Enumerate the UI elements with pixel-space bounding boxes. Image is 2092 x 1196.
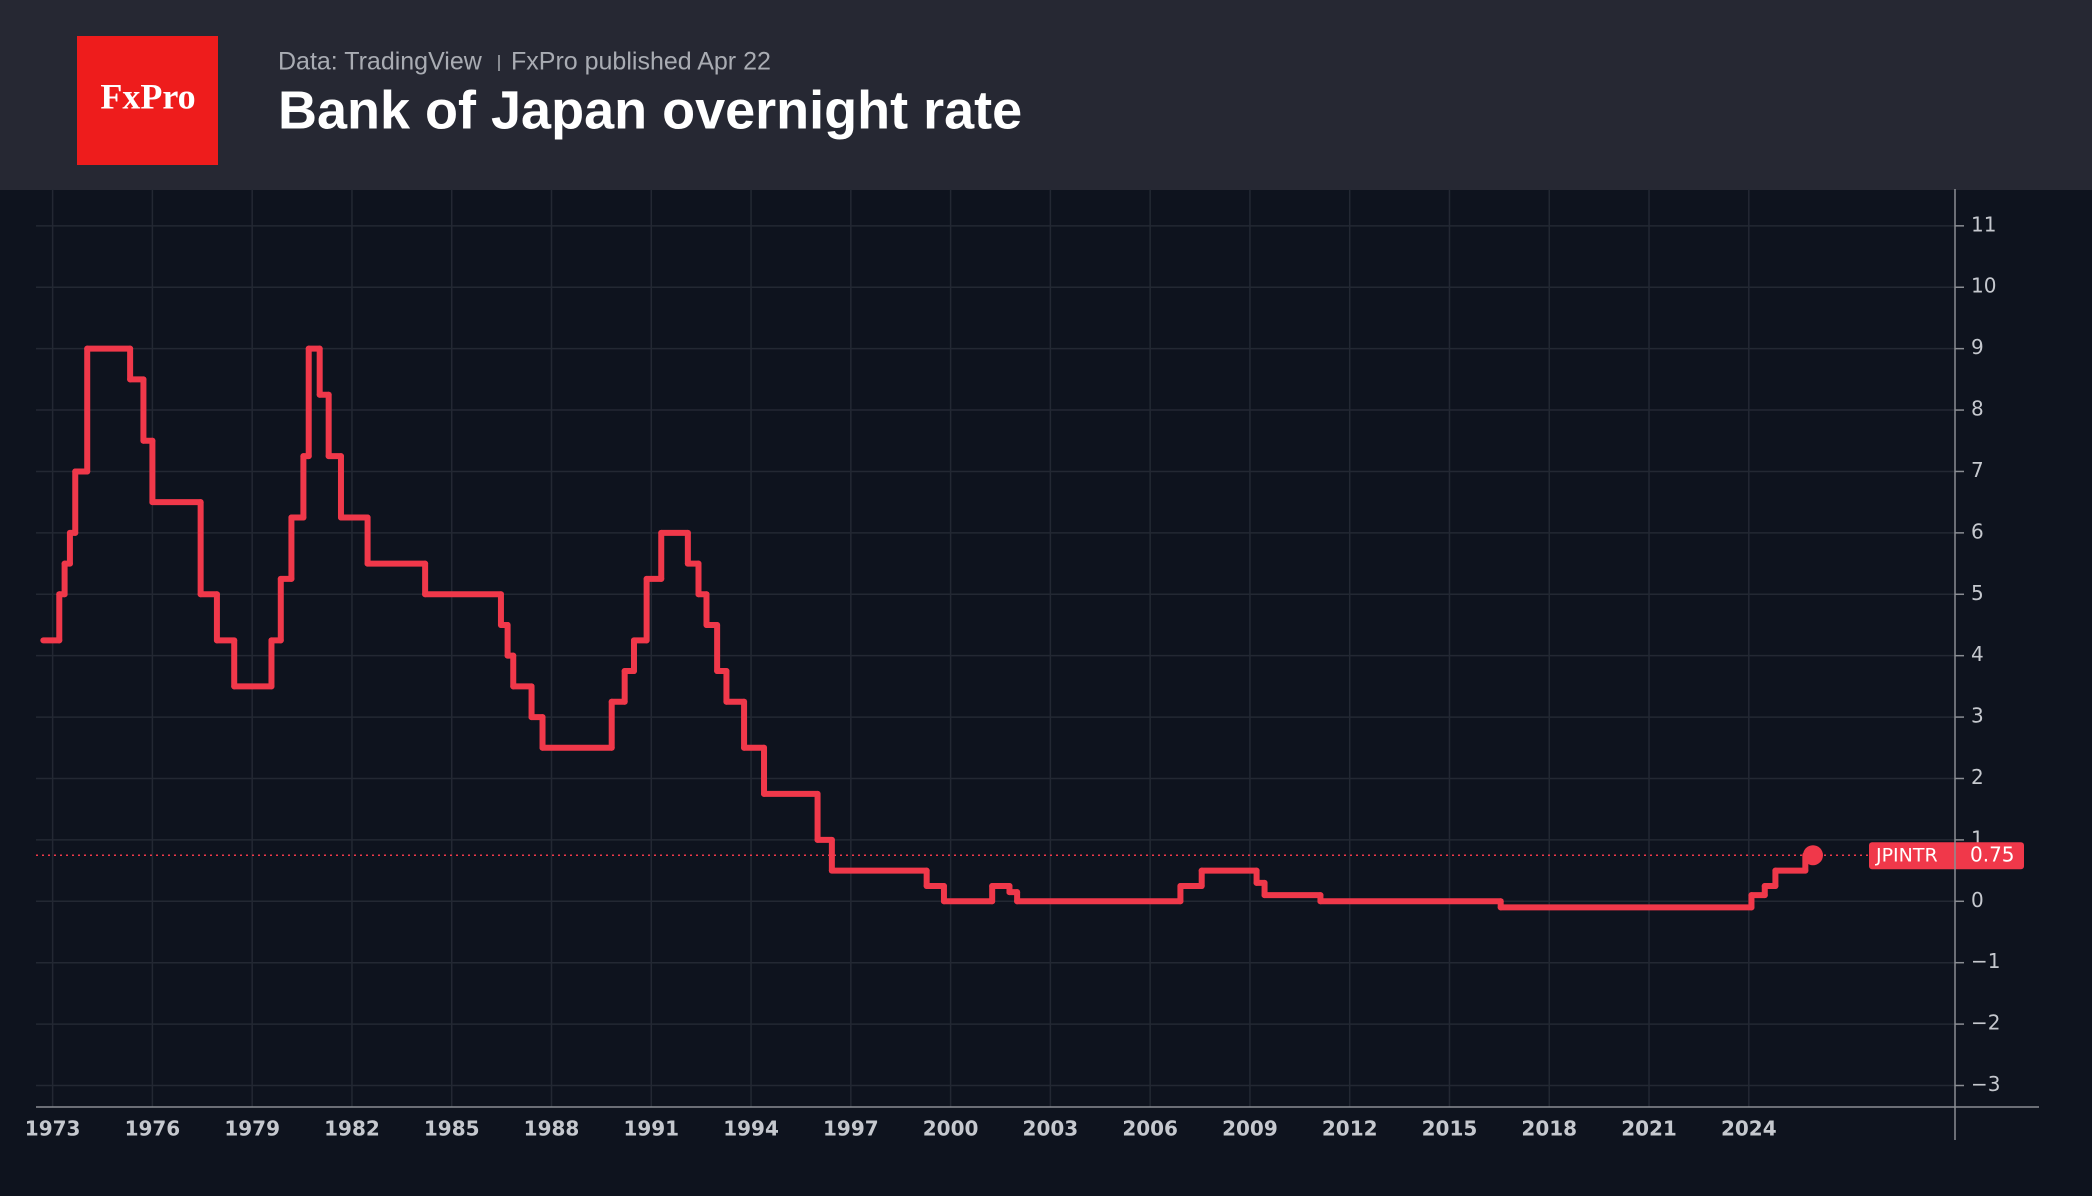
- x-tick-label: 1979: [224, 1117, 280, 1141]
- y-tick-label: −1: [1971, 949, 2000, 973]
- y-tick-label: 5: [1971, 581, 1984, 605]
- plot: JPINTR 0.75: [36, 345, 2024, 911]
- x-tick-label: 2012: [1322, 1117, 1378, 1141]
- series-name: JPINTR: [1875, 845, 1938, 867]
- x-tick-label: 2003: [1023, 1117, 1079, 1141]
- y-tick-label: 8: [1971, 397, 1984, 421]
- x-tick-label: 1994: [723, 1117, 779, 1141]
- last-value-label: 0.75: [1970, 843, 2015, 867]
- logo: [77, 36, 218, 165]
- x-tick-label: 2000: [923, 1117, 979, 1141]
- y-tick-label: 0: [1971, 888, 1984, 912]
- y-tick-label: 2: [1971, 765, 1984, 789]
- logo-text: FxPro: [100, 76, 195, 116]
- x-tick-label: 1988: [524, 1117, 580, 1141]
- x-tick-label: 2015: [1422, 1117, 1478, 1141]
- chart-title: Bank of Japan overnight rate: [278, 80, 1022, 140]
- x-tick-label: 2009: [1222, 1117, 1278, 1141]
- y-tick-label: 10: [1971, 274, 1996, 298]
- y-tick-label: 4: [1971, 642, 1984, 666]
- source: Data: TradingView: [278, 48, 483, 76]
- x-tick-label: 1976: [125, 1117, 181, 1141]
- x-tick-label: 1991: [623, 1117, 679, 1141]
- header: [0, 0, 2092, 190]
- y-tick-label: −2: [1971, 1011, 2000, 1035]
- last-point: [1802, 845, 1823, 866]
- y-tick-label: 3: [1971, 704, 1984, 728]
- x-tick-label: 1973: [25, 1117, 81, 1141]
- x-tick-label: 1985: [424, 1117, 480, 1141]
- x-tick-label: 1997: [823, 1117, 879, 1141]
- price-badge: [1869, 842, 2024, 870]
- x-tick-label: 2006: [1122, 1117, 1178, 1141]
- x-tick-label: 1982: [324, 1117, 380, 1141]
- y-tick-label: 11: [1971, 212, 1996, 236]
- y-tick-label: 7: [1971, 458, 1984, 482]
- x-tick-label: 2021: [1621, 1117, 1677, 1141]
- y-tick-label: −3: [1971, 1072, 2000, 1096]
- published: FxPro published Apr 22: [511, 48, 771, 76]
- y-tick-label: 6: [1971, 519, 1984, 543]
- x-tick-label: 2018: [1521, 1117, 1577, 1141]
- y-tick-label: 9: [1971, 335, 1984, 359]
- x-tick-label: 2024: [1721, 1117, 1777, 1141]
